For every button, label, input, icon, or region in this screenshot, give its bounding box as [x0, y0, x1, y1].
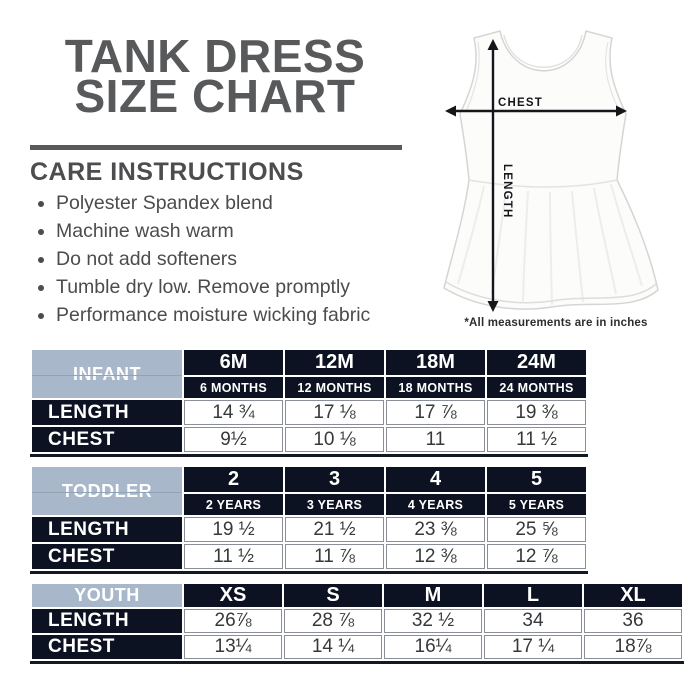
row-label: LENGTH: [32, 609, 182, 633]
size-header: 4: [386, 467, 485, 492]
size-value: 11 ⅞: [285, 544, 384, 569]
page-title-line2: SIZE CHART: [74, 70, 356, 122]
size-header: XS: [184, 584, 282, 607]
row-label: CHEST: [32, 635, 182, 659]
size-subheader: 4 YEARS: [386, 494, 485, 515]
youth-size-table: YOUTH XS S M L XL LENGTH 26⅞ 28 ⅞ 32 ½ 3…: [30, 582, 684, 664]
row-label: CHEST: [32, 544, 182, 569]
toddler-size-table: TODDLER 2 3 4 5 2 YEARS 3 YEARS 4 YEARS …: [30, 465, 588, 574]
size-subheader: 24 MONTHS: [487, 377, 586, 398]
table-row: CHEST 9½ 10 ⅛ 11 11 ½: [32, 427, 586, 452]
size-subheader: 12 MONTHS: [285, 377, 384, 398]
size-value: 14 ¾: [184, 400, 283, 425]
size-header: M: [384, 584, 482, 607]
size-header: 12M: [285, 350, 384, 375]
chest-measure-label: CHEST: [498, 97, 543, 109]
toddler-group-cell: TODDLER: [32, 467, 182, 515]
size-subheader: 2 YEARS: [184, 494, 283, 515]
size-value: 23 ⅜: [386, 517, 485, 542]
infant-size-table: INFANT 6M 12M 18M 24M 6 MONTHS 12 MONTHS…: [30, 348, 588, 457]
care-item: Polyester Spandex blend: [56, 193, 432, 214]
skirt-folds: [457, 183, 643, 306]
table-row: LENGTH 26⅞ 28 ⅞ 32 ½ 34 36: [32, 609, 682, 633]
size-value: 12 ⅜: [386, 544, 485, 569]
size-value: 19 ⅜: [487, 400, 586, 425]
length-arrow: [487, 39, 499, 312]
size-value: 21 ½: [285, 517, 384, 542]
table-row: CHEST 13¼ 14 ¼ 16¼ 17 ¼ 18⅞: [32, 635, 682, 659]
size-tables: INFANT 6M 12M 18M 24M 6 MONTHS 12 MONTHS…: [30, 348, 684, 672]
armhole-left: [465, 41, 480, 113]
size-subheader: 5 YEARS: [487, 494, 586, 515]
length-measure-label: LENGTH: [501, 164, 513, 218]
title-divider: [30, 145, 402, 150]
size-header: 3: [285, 467, 384, 492]
waist-seam: [468, 179, 618, 188]
size-value: 32 ½: [384, 609, 482, 633]
chest-arrow: [445, 105, 627, 117]
toddler-group-label: TODDLER: [61, 480, 153, 501]
care-instructions-list: Polyester Spandex blend Machine wash war…: [32, 193, 432, 333]
size-value: 28 ⅞: [284, 609, 382, 633]
size-header: 5: [487, 467, 586, 492]
care-instructions-heading: CARE INSTRUCTIONS: [30, 158, 304, 186]
care-item: Tumble dry low. Remove promptly: [56, 277, 432, 298]
size-value: 13¼: [184, 635, 282, 659]
page-title-line1: TANK DRESS: [64, 30, 366, 82]
size-header: 2: [184, 467, 283, 492]
size-value: 11 ½: [487, 427, 586, 452]
group-cell-divider: [32, 492, 182, 493]
row-label: LENGTH: [32, 400, 182, 425]
size-header: S: [284, 584, 382, 607]
size-value: 17 ¼: [484, 635, 582, 659]
armhole-right: [605, 41, 621, 113]
size-value: 14 ¼: [284, 635, 382, 659]
neck-binding: [503, 34, 583, 68]
size-value: 17 ⅞: [386, 400, 485, 425]
row-label: CHEST: [32, 427, 182, 452]
table-row: LENGTH 14 ¾ 17 ⅛ 17 ⅞ 19 ⅜: [32, 400, 586, 425]
infant-group-cell: INFANT: [32, 350, 182, 398]
size-subheader: 3 YEARS: [285, 494, 384, 515]
infant-group-label: INFANT: [73, 363, 141, 384]
size-value: 9½: [184, 427, 283, 452]
size-value: 12 ⅞: [487, 544, 586, 569]
page-title: TANK DRESS SIZE CHART: [26, 30, 404, 122]
size-value: 36: [584, 609, 682, 633]
size-value: 19 ½: [184, 517, 283, 542]
size-header: 18M: [386, 350, 485, 375]
size-subheader: 6 MONTHS: [184, 377, 283, 398]
size-value: 26⅞: [184, 609, 282, 633]
care-item: Do not add softeners: [56, 249, 432, 270]
hem-band: [445, 281, 657, 304]
tank-dress-illustration: CHEST LENGTH: [443, 30, 659, 312]
size-value: 34: [484, 609, 582, 633]
size-header: 24M: [487, 350, 586, 375]
size-value: 17 ⅛: [285, 400, 384, 425]
size-header: 6M: [184, 350, 283, 375]
size-value: 11 ½: [184, 544, 283, 569]
size-subheader: 18 MONTHS: [386, 377, 485, 398]
care-item: Machine wash warm: [56, 221, 432, 242]
group-cell-divider: [32, 375, 182, 376]
size-header: XL: [584, 584, 682, 607]
care-item: Performance moisture wicking fabric: [56, 305, 432, 326]
size-value: 11: [386, 427, 485, 452]
dress-measurement-diagram: CHEST LENGTH: [436, 22, 676, 318]
table-row: CHEST 11 ½ 11 ⅞ 12 ⅜ 12 ⅞: [32, 544, 586, 569]
size-header: L: [484, 584, 582, 607]
size-value: 10 ⅛: [285, 427, 384, 452]
size-value: 18⅞: [584, 635, 682, 659]
size-value: 25 ⅝: [487, 517, 586, 542]
youth-group-cell: YOUTH: [32, 584, 182, 607]
table-row: LENGTH 19 ½ 21 ½ 23 ⅜ 25 ⅝: [32, 517, 586, 542]
size-value: 16¼: [384, 635, 482, 659]
row-label: LENGTH: [32, 517, 182, 542]
measurements-note: *All measurements are in inches: [464, 317, 648, 329]
